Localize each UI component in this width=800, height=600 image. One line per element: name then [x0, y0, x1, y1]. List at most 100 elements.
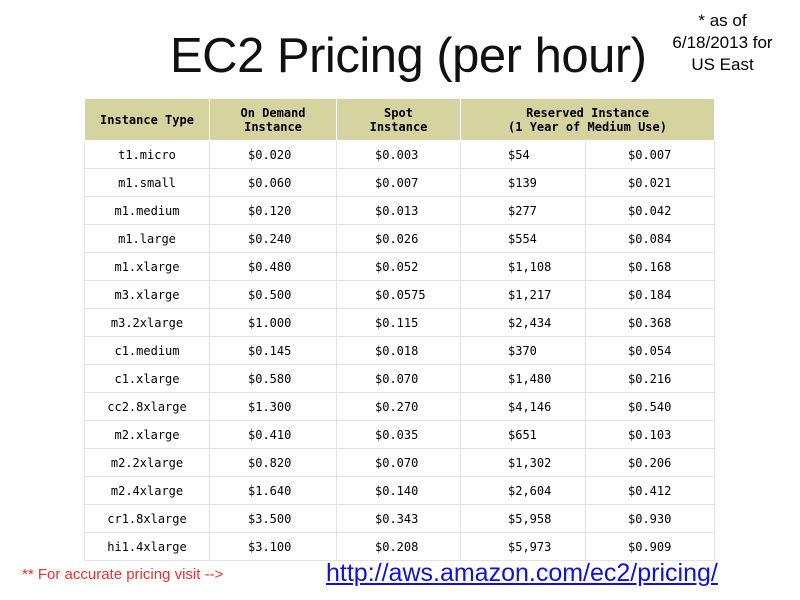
table-row: cr1.8xlarge $3.500 $0.343 $5,958 $0.930 [84, 504, 716, 533]
cell-on-demand: $1.640 [209, 476, 337, 505]
cell-reserved-upfront: $1,108 [460, 252, 586, 281]
header-spot: Spot Instance [336, 98, 461, 141]
table-row: m1.small $0.060 $0.007 $139 $0.021 [84, 168, 716, 197]
cell-on-demand: $1.000 [209, 308, 337, 337]
cell-instance-type: m1.small [84, 168, 210, 197]
cell-reserved-hourly: $0.368 [584, 308, 716, 337]
date-note-line: * as of [698, 11, 747, 30]
table-row: m3.xlarge $0.500 $0.0575 $1,217 $0.184 [84, 280, 716, 309]
cell-spot: $0.070 [336, 448, 461, 477]
header-instance-type: Instance Type [84, 98, 210, 141]
cell-reserved-hourly: $0.042 [584, 196, 716, 225]
pricing-footnote: ** For accurate pricing visit --> [22, 566, 224, 583]
cell-reserved-upfront: $1,302 [460, 448, 586, 477]
pricing-table-body: t1.micro $0.020 $0.003 $54 $0.007 m1.small $0.… [84, 140, 716, 561]
cell-instance-type: m2.2xlarge [84, 448, 210, 477]
table-row: m3.2xlarge $1.000 $0.115 $2,434 $0.368 [84, 308, 716, 337]
cell-reserved-upfront: $5,958 [460, 504, 586, 533]
cell-reserved-hourly: $0.216 [584, 364, 716, 393]
cell-reserved-hourly: $0.021 [584, 168, 716, 197]
cell-on-demand: $3.500 [209, 504, 337, 533]
cell-spot: $0.270 [336, 392, 461, 421]
cell-on-demand: $0.120 [209, 196, 337, 225]
date-note-line: 6/18/2013 for [672, 33, 773, 52]
cell-reserved-hourly: $0.054 [584, 336, 716, 365]
table-row: m1.large $0.240 $0.026 $554 $0.084 [84, 224, 716, 253]
cell-instance-type: m1.medium [84, 196, 210, 225]
cell-reserved-hourly: $0.168 [584, 252, 716, 281]
cell-reserved-hourly: $0.930 [584, 504, 716, 533]
cell-instance-type: hi1.4xlarge [84, 532, 210, 561]
cell-spot: $0.026 [336, 224, 461, 253]
cell-spot: $0.343 [336, 504, 461, 533]
table-row: hi1.4xlarge $3.100 $0.208 $5,973 $0.909 [84, 532, 716, 561]
cell-on-demand: $0.410 [209, 420, 337, 449]
table-row: t1.micro $0.020 $0.003 $54 $0.007 [84, 140, 716, 169]
cell-spot: $0.018 [336, 336, 461, 365]
cell-spot: $0.0575 [336, 280, 461, 309]
cell-spot: $0.007 [336, 168, 461, 197]
cell-instance-type: m2.4xlarge [84, 476, 210, 505]
header-on-demand: On Demand Instance [209, 98, 337, 141]
table-row: c1.xlarge $0.580 $0.070 $1,480 $0.216 [84, 364, 716, 393]
cell-instance-type: cr1.8xlarge [84, 504, 210, 533]
cell-on-demand: $0.060 [209, 168, 337, 197]
table-row: m2.xlarge $0.410 $0.035 $651 $0.103 [84, 420, 716, 449]
cell-reserved-upfront: $651 [460, 420, 586, 449]
cell-instance-type: m3.xlarge [84, 280, 210, 309]
cell-instance-type: m1.large [84, 224, 210, 253]
cell-reserved-hourly: $0.540 [584, 392, 716, 421]
cell-on-demand: $0.240 [209, 224, 337, 253]
cell-reserved-upfront: $54 [460, 140, 586, 169]
cell-reserved-upfront: $2,434 [460, 308, 586, 337]
cell-reserved-hourly: $0.184 [584, 280, 716, 309]
pricing-table: Instance Type On Demand Instance Spot In… [84, 98, 716, 561]
cell-instance-type: m3.2xlarge [84, 308, 210, 337]
cell-spot: $0.140 [336, 476, 461, 505]
table-row: c1.medium $0.145 $0.018 $370 $0.054 [84, 336, 716, 365]
slide-title: EC2 Pricing (per hour) [170, 29, 647, 83]
cell-reserved-upfront: $4,146 [460, 392, 586, 421]
table-row: m1.xlarge $0.480 $0.052 $1,108 $0.168 [84, 252, 716, 281]
cell-spot: $0.003 [336, 140, 461, 169]
cell-on-demand: $0.580 [209, 364, 337, 393]
cell-reserved-upfront: $370 [460, 336, 586, 365]
table-row: m2.2xlarge $0.820 $0.070 $1,302 $0.206 [84, 448, 716, 477]
table-row: cc2.8xlarge $1.300 $0.270 $4,146 $0.540 [84, 392, 716, 421]
cell-reserved-upfront: $5,973 [460, 532, 586, 561]
cell-spot: $0.115 [336, 308, 461, 337]
cell-on-demand: $0.480 [209, 252, 337, 281]
cell-spot: $0.070 [336, 364, 461, 393]
cell-on-demand: $0.500 [209, 280, 337, 309]
cell-instance-type: cc2.8xlarge [84, 392, 210, 421]
cell-reserved-upfront: $277 [460, 196, 586, 225]
cell-instance-type: c1.medium [84, 336, 210, 365]
cell-on-demand: $0.145 [209, 336, 337, 365]
cell-reserved-hourly: $0.206 [584, 448, 716, 477]
cell-spot: $0.208 [336, 532, 461, 561]
date-note-line: US East [691, 55, 754, 74]
table-row: m1.medium $0.120 $0.013 $277 $0.042 [84, 196, 716, 225]
cell-instance-type: c1.xlarge [84, 364, 210, 393]
cell-on-demand: $0.020 [209, 140, 337, 169]
cell-on-demand: $0.820 [209, 448, 337, 477]
date-note: * as of 6/18/2013 for US East [655, 10, 790, 76]
cell-instance-type: m2.xlarge [84, 420, 210, 449]
cell-spot: $0.035 [336, 420, 461, 449]
cell-on-demand: $3.100 [209, 532, 337, 561]
cell-reserved-hourly: $0.084 [584, 224, 716, 253]
table-row: m2.4xlarge $1.640 $0.140 $2,604 $0.412 [84, 476, 716, 505]
cell-reserved-hourly: $0.909 [584, 532, 716, 561]
pricing-link[interactable]: http://aws.amazon.com/ec2/pricing/ [326, 559, 718, 587]
cell-instance-type: m1.xlarge [84, 252, 210, 281]
cell-reserved-upfront: $2,604 [460, 476, 586, 505]
table-header-row: Instance Type On Demand Instance Spot In… [84, 98, 716, 141]
cell-reserved-upfront: $139 [460, 168, 586, 197]
cell-reserved-hourly: $0.103 [584, 420, 716, 449]
cell-instance-type: t1.micro [84, 140, 210, 169]
cell-reserved-upfront: $1,480 [460, 364, 586, 393]
cell-spot: $0.013 [336, 196, 461, 225]
cell-reserved-hourly: $0.412 [584, 476, 716, 505]
cell-reserved-hourly: $0.007 [584, 140, 716, 169]
header-reserved: Reserved Instance (1 Year of Medium Use) [459, 98, 716, 141]
